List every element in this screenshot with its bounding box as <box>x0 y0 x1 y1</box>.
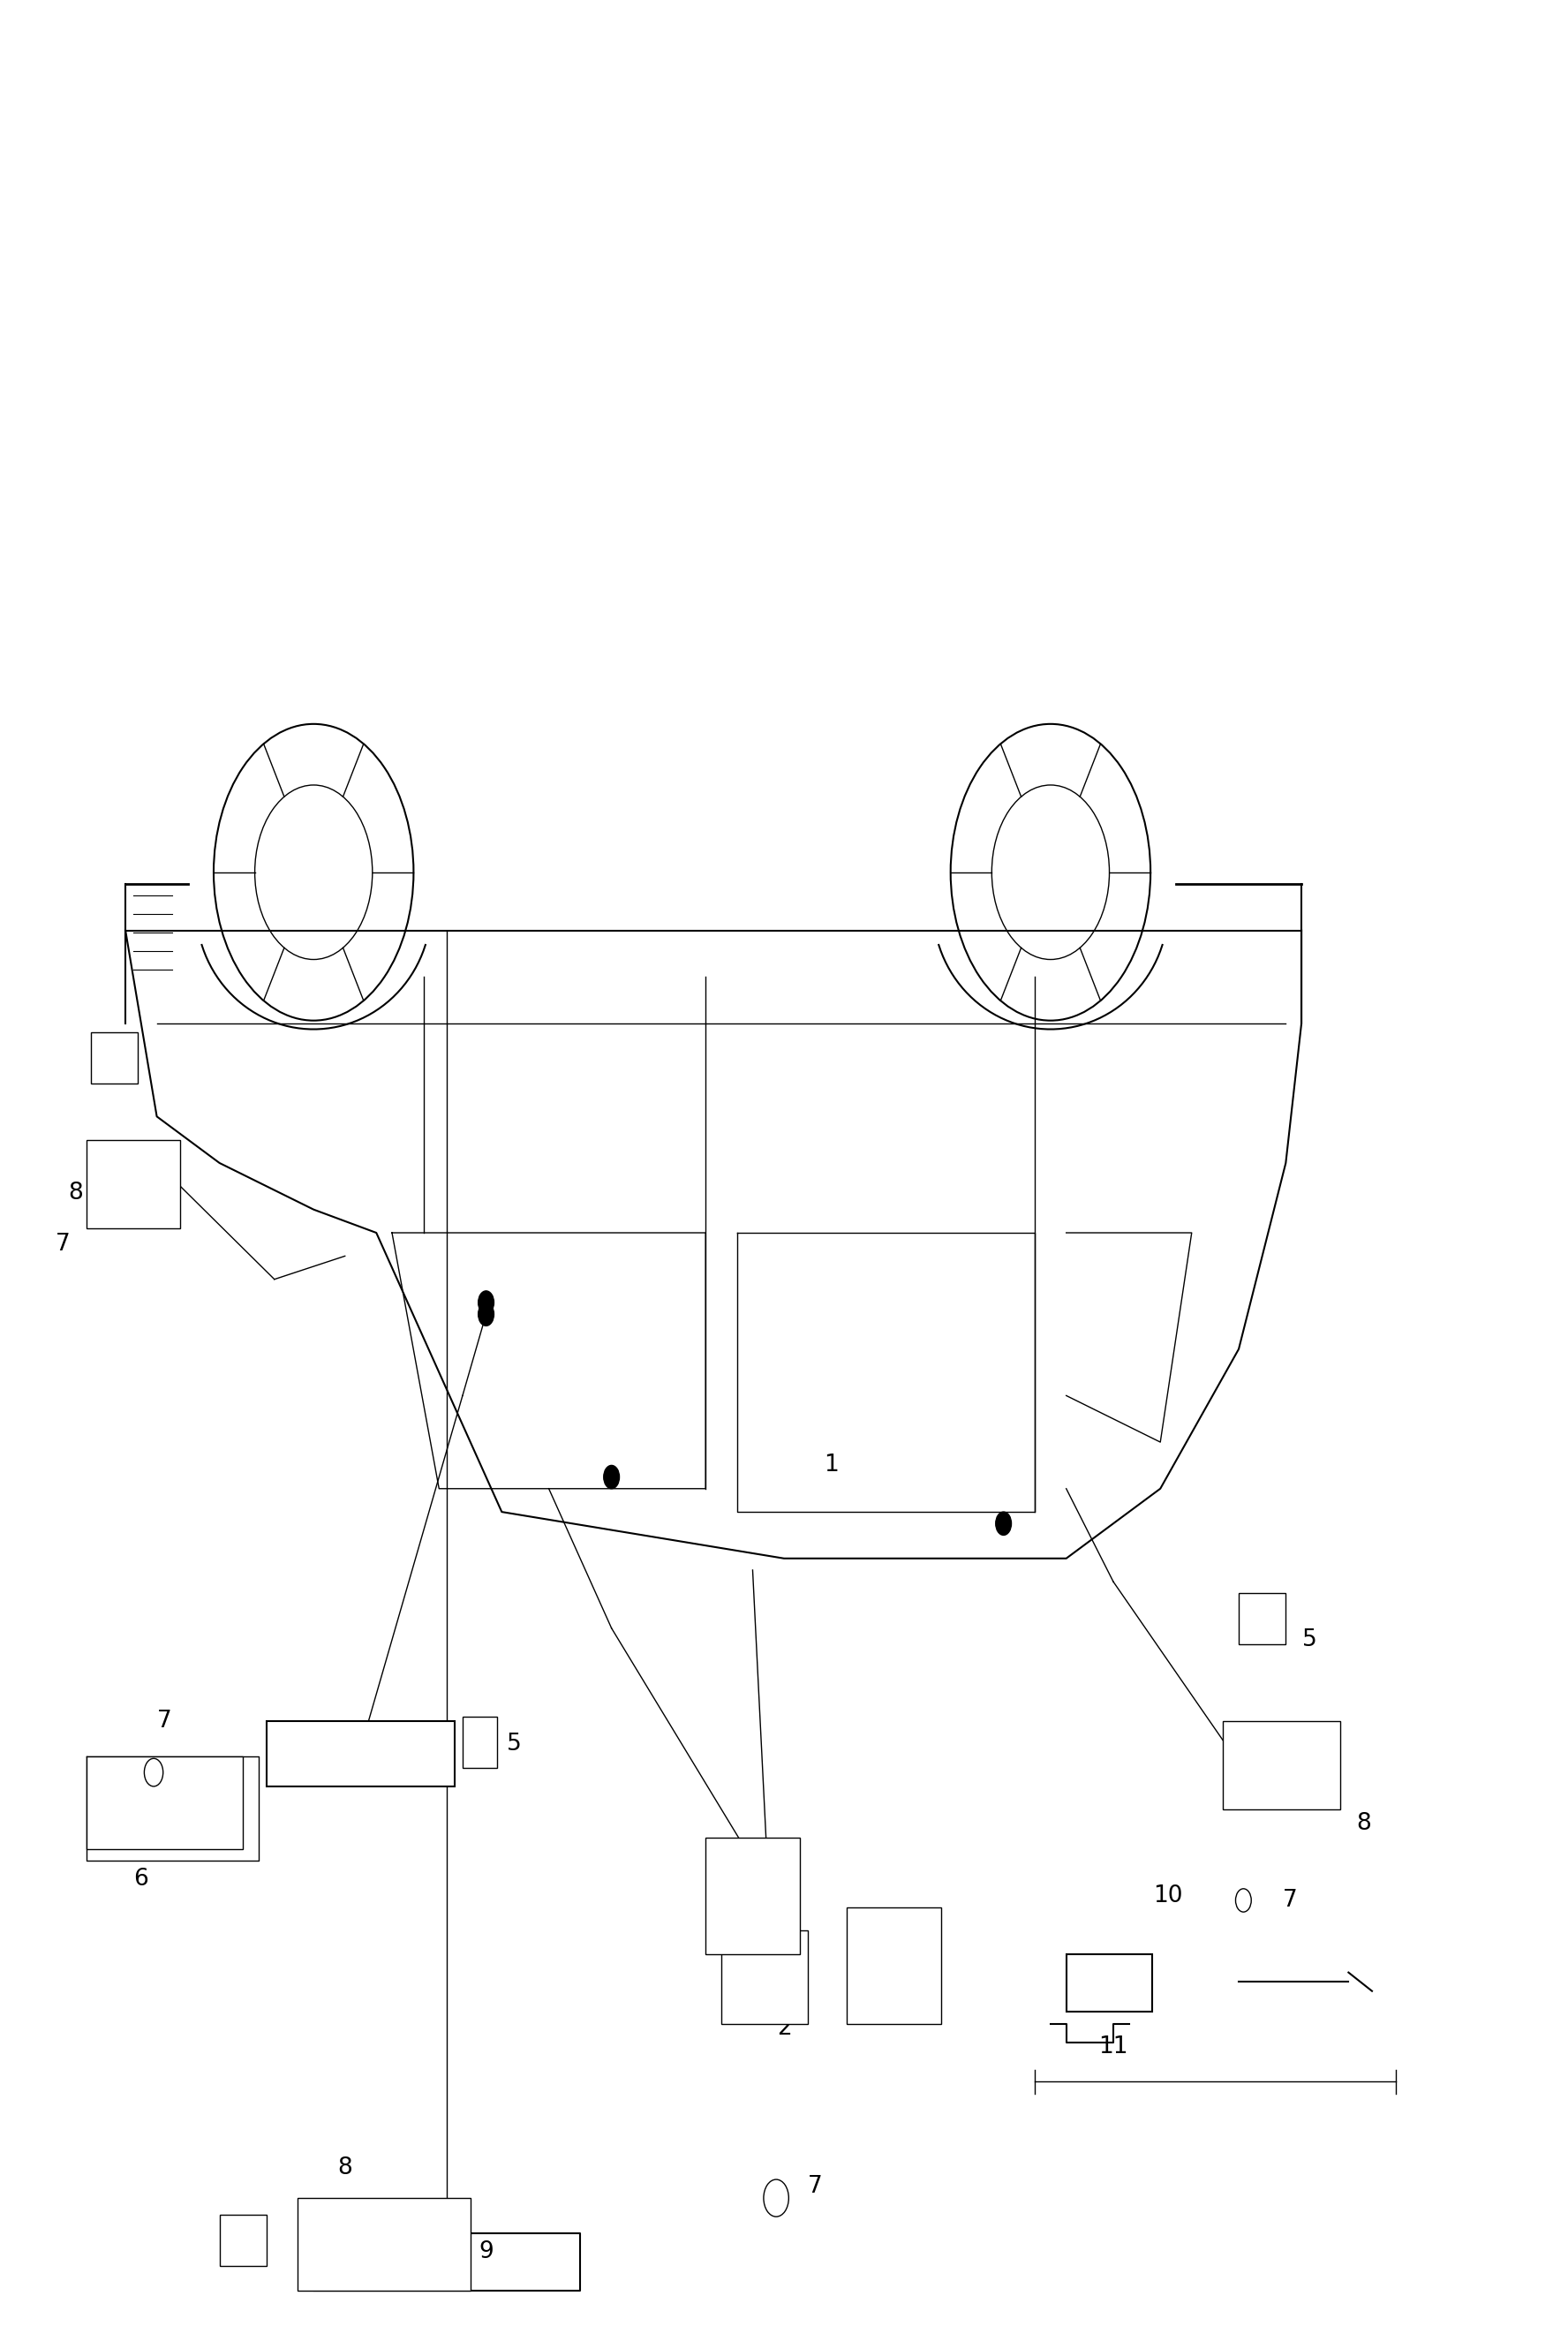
Text: 1: 1 <box>823 1454 839 1477</box>
Text: 5: 5 <box>506 1733 522 1756</box>
Text: 7: 7 <box>1283 1889 1298 1912</box>
Bar <box>86 1140 180 1228</box>
Text: 5: 5 <box>99 1063 114 1086</box>
Bar <box>706 1838 800 1954</box>
Bar <box>86 1756 243 1849</box>
Text: 2: 2 <box>776 2017 792 2040</box>
Circle shape <box>478 1303 494 1326</box>
Circle shape <box>604 1465 619 1489</box>
Text: 4: 4 <box>376 1744 392 1768</box>
Text: 8: 8 <box>1356 1812 1372 1835</box>
Bar <box>298 2198 470 2291</box>
Text: 8: 8 <box>67 1182 83 1205</box>
Bar <box>267 1721 455 1786</box>
Text: 3: 3 <box>894 2000 909 2024</box>
Text: 5: 5 <box>1301 1628 1317 1651</box>
Text: 8: 8 <box>337 2156 353 2179</box>
Text: 11: 11 <box>1099 2035 1127 2059</box>
Bar <box>847 1907 941 2024</box>
Text: 10: 10 <box>1154 1884 1182 1907</box>
Circle shape <box>478 1291 494 1314</box>
Bar <box>91 1033 138 1084</box>
Text: 5: 5 <box>248 2233 263 2256</box>
Circle shape <box>996 1512 1011 1535</box>
Text: 7: 7 <box>55 1233 71 1256</box>
Bar <box>721 1931 808 2024</box>
Bar <box>463 1717 497 1768</box>
Text: 7: 7 <box>808 2175 823 2198</box>
Bar <box>1239 1593 1286 1644</box>
Bar <box>1223 1721 1341 1810</box>
Bar <box>1066 1954 1152 2012</box>
Bar <box>220 2214 267 2266</box>
Text: 7: 7 <box>157 1710 172 1733</box>
Text: 9: 9 <box>478 2240 494 2263</box>
Text: 6: 6 <box>133 1868 149 1891</box>
